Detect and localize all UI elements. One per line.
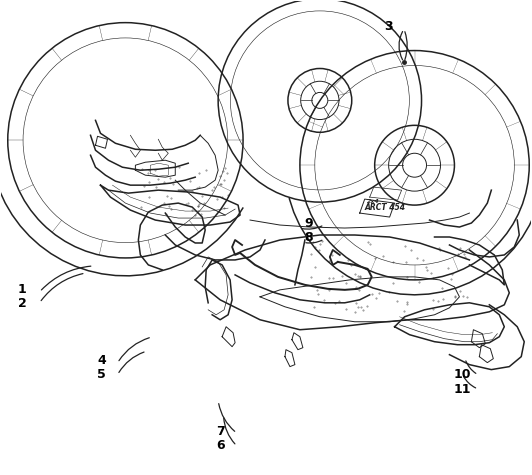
Text: 8: 8 [304,231,313,244]
Text: 10: 10 [453,368,471,381]
Text: 1: 1 [18,283,27,296]
Text: 9: 9 [304,217,313,230]
Text: 7: 7 [217,425,225,438]
Text: 6: 6 [217,439,225,452]
Text: 2x4: 2x4 [367,199,379,204]
Text: 3: 3 [384,20,392,33]
Text: 2: 2 [18,297,27,310]
Text: ARCT 454: ARCT 454 [365,203,406,212]
Text: 5: 5 [97,368,106,381]
Text: 11: 11 [453,382,471,396]
Text: 4: 4 [97,354,106,367]
